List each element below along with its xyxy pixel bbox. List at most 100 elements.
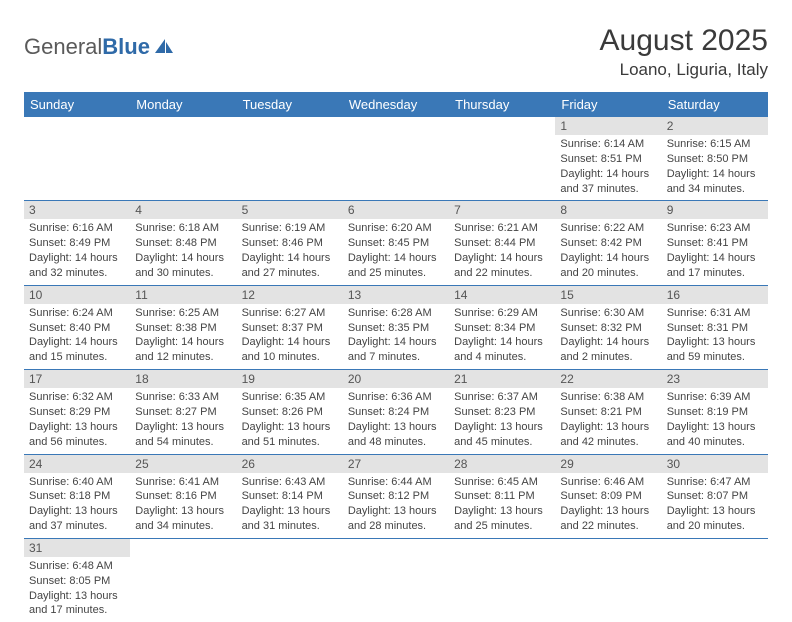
day-data-line: and 25 minutes. [348,266,444,281]
day-data: Sunrise: 6:28 AMSunset: 8:35 PMDaylight:… [343,304,449,369]
cell-inner: 5Sunrise: 6:19 AMSunset: 8:46 PMDaylight… [237,201,343,284]
day-number: 16 [662,286,768,304]
cell-inner [130,539,236,617]
calendar-cell: 5Sunrise: 6:19 AMSunset: 8:46 PMDaylight… [237,201,343,285]
calendar-cell: 24Sunrise: 6:40 AMSunset: 8:18 PMDayligh… [24,454,130,538]
day-data-line: and 54 minutes. [135,435,231,450]
day-number: 11 [130,286,236,304]
day-number: 4 [130,201,236,219]
day-data: Sunrise: 6:20 AMSunset: 8:45 PMDaylight:… [343,219,449,284]
day-data-line: Sunset: 8:45 PM [348,236,444,251]
calendar-cell: 23Sunrise: 6:39 AMSunset: 8:19 PMDayligh… [662,370,768,454]
day-data-line: and 20 minutes. [560,266,656,281]
calendar-cell-empty [343,538,449,622]
calendar-cell: 29Sunrise: 6:46 AMSunset: 8:09 PMDayligh… [555,454,661,538]
calendar-cell: 4Sunrise: 6:18 AMSunset: 8:48 PMDaylight… [130,201,236,285]
calendar-cell-empty [555,538,661,622]
cell-inner: 9Sunrise: 6:23 AMSunset: 8:41 PMDaylight… [662,201,768,284]
day-data-line: Daylight: 14 hours [667,251,763,266]
weekday-header: Tuesday [237,92,343,117]
day-data-line: Sunset: 8:35 PM [348,321,444,336]
calendar-cell-empty [237,538,343,622]
day-data-line: Sunset: 8:46 PM [242,236,338,251]
day-data-line: Sunrise: 6:39 AM [667,390,763,405]
cell-inner: 15Sunrise: 6:30 AMSunset: 8:32 PMDayligh… [555,286,661,369]
weekday-header: Thursday [449,92,555,117]
calendar-cell: 22Sunrise: 6:38 AMSunset: 8:21 PMDayligh… [555,370,661,454]
day-data: Sunrise: 6:46 AMSunset: 8:09 PMDaylight:… [555,473,661,538]
day-number: 8 [555,201,661,219]
day-number: 31 [24,539,130,557]
day-data: Sunrise: 6:33 AMSunset: 8:27 PMDaylight:… [130,388,236,453]
day-data-line: Sunrise: 6:48 AM [29,559,125,574]
day-data-line: and 20 minutes. [667,519,763,534]
calendar-cell: 10Sunrise: 6:24 AMSunset: 8:40 PMDayligh… [24,285,130,369]
day-data: Sunrise: 6:27 AMSunset: 8:37 PMDaylight:… [237,304,343,369]
day-number: 17 [24,370,130,388]
brand-part1: General [24,34,102,60]
calendar-cell-empty [24,117,130,201]
day-data-line: Sunrise: 6:20 AM [348,221,444,236]
day-data: Sunrise: 6:43 AMSunset: 8:14 PMDaylight:… [237,473,343,538]
calendar-cell-empty [449,117,555,201]
day-data-line: and 31 minutes. [242,519,338,534]
day-number: 28 [449,455,555,473]
cell-inner: 23Sunrise: 6:39 AMSunset: 8:19 PMDayligh… [662,370,768,453]
cell-inner: 13Sunrise: 6:28 AMSunset: 8:35 PMDayligh… [343,286,449,369]
day-data-line: Daylight: 14 hours [135,335,231,350]
calendar-row: 31Sunrise: 6:48 AMSunset: 8:05 PMDayligh… [24,538,768,622]
cell-inner: 7Sunrise: 6:21 AMSunset: 8:44 PMDaylight… [449,201,555,284]
day-data-line: Sunrise: 6:32 AM [29,390,125,405]
day-data-line: Sunrise: 6:33 AM [135,390,231,405]
cell-inner: 3Sunrise: 6:16 AMSunset: 8:49 PMDaylight… [24,201,130,284]
day-data-line: Sunset: 8:09 PM [560,489,656,504]
weekday-header-row: SundayMondayTuesdayWednesdayThursdayFrid… [24,92,768,117]
day-data-line: and 37 minutes. [560,182,656,197]
sail-icon [153,37,175,55]
cell-inner: 10Sunrise: 6:24 AMSunset: 8:40 PMDayligh… [24,286,130,369]
day-data-line: Daylight: 13 hours [454,504,550,519]
page-header: GeneralBlue August 2025 Loano, Liguria, … [24,24,768,80]
cell-inner: 27Sunrise: 6:44 AMSunset: 8:12 PMDayligh… [343,455,449,538]
day-data-line: Daylight: 13 hours [560,420,656,435]
day-data-line: Daylight: 14 hours [560,167,656,182]
day-data-line: Sunset: 8:16 PM [135,489,231,504]
day-data: Sunrise: 6:18 AMSunset: 8:48 PMDaylight:… [130,219,236,284]
cell-inner [130,117,236,195]
cell-inner [555,539,661,617]
day-data-line: Daylight: 14 hours [560,335,656,350]
day-data-line: and 30 minutes. [135,266,231,281]
day-data-line: Sunrise: 6:31 AM [667,306,763,321]
day-number: 12 [237,286,343,304]
day-number: 23 [662,370,768,388]
day-number: 10 [24,286,130,304]
day-data-line: Sunrise: 6:14 AM [560,137,656,152]
day-number: 14 [449,286,555,304]
day-number: 25 [130,455,236,473]
day-data-line: and 37 minutes. [29,519,125,534]
cell-inner [449,117,555,195]
calendar-cell-empty [343,117,449,201]
day-number: 9 [662,201,768,219]
day-data: Sunrise: 6:35 AMSunset: 8:26 PMDaylight:… [237,388,343,453]
day-data-line: and 2 minutes. [560,350,656,365]
day-data-line: Daylight: 13 hours [667,420,763,435]
day-number: 24 [24,455,130,473]
cell-inner [237,117,343,195]
day-data-line: Daylight: 13 hours [242,420,338,435]
day-data-line: and 25 minutes. [454,519,550,534]
cell-inner: 26Sunrise: 6:43 AMSunset: 8:14 PMDayligh… [237,455,343,538]
calendar-cell: 17Sunrise: 6:32 AMSunset: 8:29 PMDayligh… [24,370,130,454]
day-data-line: Daylight: 14 hours [454,251,550,266]
cell-inner [343,117,449,195]
day-data: Sunrise: 6:31 AMSunset: 8:31 PMDaylight:… [662,304,768,369]
day-data-line: Sunrise: 6:27 AM [242,306,338,321]
cell-inner: 24Sunrise: 6:40 AMSunset: 8:18 PMDayligh… [24,455,130,538]
cell-inner: 28Sunrise: 6:45 AMSunset: 8:11 PMDayligh… [449,455,555,538]
day-data: Sunrise: 6:38 AMSunset: 8:21 PMDaylight:… [555,388,661,453]
day-data-line: and 59 minutes. [667,350,763,365]
cell-inner [24,117,130,195]
day-data-line: Sunrise: 6:38 AM [560,390,656,405]
day-data-line: Sunrise: 6:23 AM [667,221,763,236]
calendar-cell: 13Sunrise: 6:28 AMSunset: 8:35 PMDayligh… [343,285,449,369]
